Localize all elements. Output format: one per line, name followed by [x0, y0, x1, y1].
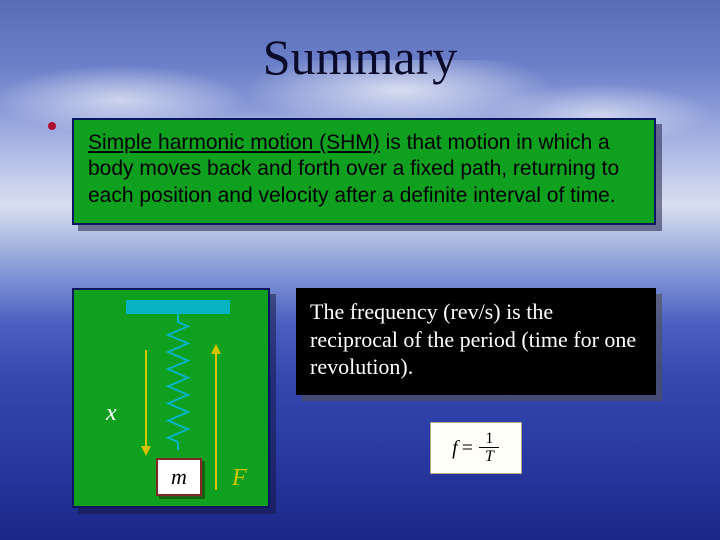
title-bullet — [48, 122, 56, 130]
formula-lhs: f — [452, 437, 458, 460]
spring-diagram: m x F — [72, 288, 270, 508]
formula-fraction: 1 T — [479, 431, 500, 466]
frequency-box: The frequency (rev/s) is the reciprocal … — [296, 288, 656, 395]
frequency-text: The frequency (rev/s) is the reciprocal … — [310, 299, 636, 379]
force-arrow-up — [211, 344, 221, 490]
formula-denominator: T — [479, 448, 500, 466]
ceiling-bar — [126, 300, 230, 314]
displacement-arrow-down — [141, 350, 151, 456]
slide: Summary Simple harmonic motion (SHM) is … — [0, 0, 720, 540]
definition-box: Simple harmonic motion (SHM) is that mot… — [72, 118, 656, 225]
formula-numerator: 1 — [479, 431, 499, 448]
mass-box: m — [156, 458, 202, 496]
spring — [168, 314, 188, 450]
formula-eq: = — [462, 437, 473, 460]
formula-box: f = 1 T — [430, 422, 522, 474]
definition-key: Simple harmonic motion (SHM) — [88, 131, 380, 154]
x-label: x — [106, 400, 117, 427]
slide-title: Summary — [0, 28, 720, 86]
force-label: F — [232, 465, 247, 492]
mass-label: m — [171, 464, 187, 490]
